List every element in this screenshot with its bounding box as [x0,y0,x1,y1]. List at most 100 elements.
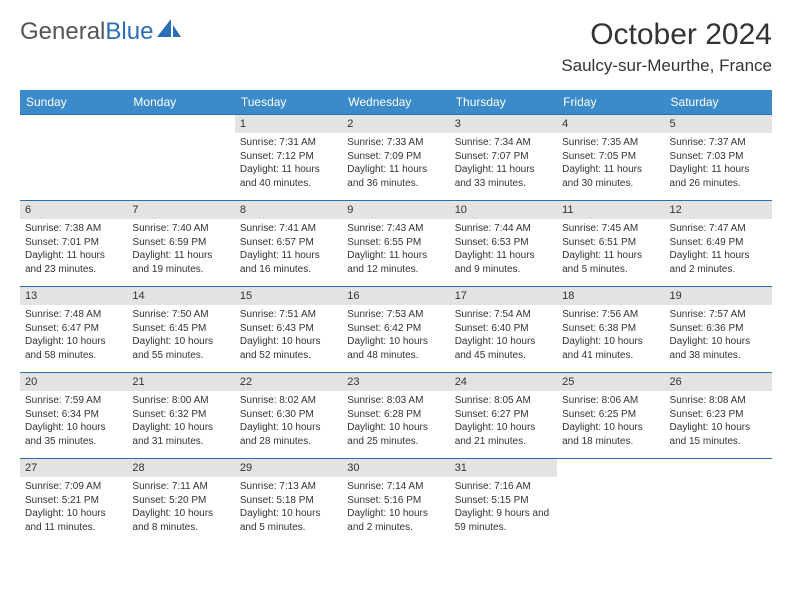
day-detail: Sunrise: 7:40 AMSunset: 6:59 PMDaylight:… [127,219,234,279]
weekday-header: Saturday [665,90,772,115]
calendar-row: ....1Sunrise: 7:31 AMSunset: 7:12 PMDayl… [20,115,772,201]
calendar-cell: 6Sunrise: 7:38 AMSunset: 7:01 PMDaylight… [20,201,127,287]
calendar-cell: 27Sunrise: 7:09 AMSunset: 5:21 PMDayligh… [20,459,127,545]
day-detail: Sunrise: 7:13 AMSunset: 5:18 PMDaylight:… [235,477,342,537]
day-number: 22 [235,373,342,391]
calendar-cell: 15Sunrise: 7:51 AMSunset: 6:43 PMDayligh… [235,287,342,373]
calendar-cell: 29Sunrise: 7:13 AMSunset: 5:18 PMDayligh… [235,459,342,545]
calendar-cell: 18Sunrise: 7:56 AMSunset: 6:38 PMDayligh… [557,287,664,373]
calendar-cell: 20Sunrise: 7:59 AMSunset: 6:34 PMDayligh… [20,373,127,459]
day-detail: Sunrise: 7:33 AMSunset: 7:09 PMDaylight:… [342,133,449,193]
day-detail: Sunrise: 7:11 AMSunset: 5:20 PMDaylight:… [127,477,234,537]
day-detail: Sunrise: 7:48 AMSunset: 6:47 PMDaylight:… [20,305,127,365]
day-number: 24 [450,373,557,391]
day-detail: Sunrise: 8:00 AMSunset: 6:32 PMDaylight:… [127,391,234,451]
calendar-cell: 22Sunrise: 8:02 AMSunset: 6:30 PMDayligh… [235,373,342,459]
calendar-cell: 24Sunrise: 8:05 AMSunset: 6:27 PMDayligh… [450,373,557,459]
calendar-cell: 16Sunrise: 7:53 AMSunset: 6:42 PMDayligh… [342,287,449,373]
weekday-header: Thursday [450,90,557,115]
day-number: 27 [20,459,127,477]
day-number: 23 [342,373,449,391]
calendar-head: SundayMondayTuesdayWednesdayThursdayFrid… [20,90,772,115]
day-number: 21 [127,373,234,391]
day-detail: Sunrise: 7:56 AMSunset: 6:38 PMDaylight:… [557,305,664,365]
day-number: 18 [557,287,664,305]
calendar-cell: 9Sunrise: 7:43 AMSunset: 6:55 PMDaylight… [342,201,449,287]
calendar-cell: 25Sunrise: 8:06 AMSunset: 6:25 PMDayligh… [557,373,664,459]
day-number: 26 [665,373,772,391]
day-detail: Sunrise: 7:57 AMSunset: 6:36 PMDaylight:… [665,305,772,365]
day-number: 28 [127,459,234,477]
day-number: 10 [450,201,557,219]
calendar-cell: 2Sunrise: 7:33 AMSunset: 7:09 PMDaylight… [342,115,449,201]
day-number: 3 [450,115,557,133]
day-number: 8 [235,201,342,219]
calendar-row: 6Sunrise: 7:38 AMSunset: 7:01 PMDaylight… [20,201,772,287]
day-number: 2 [342,115,449,133]
calendar-cell: 23Sunrise: 8:03 AMSunset: 6:28 PMDayligh… [342,373,449,459]
day-number: 1 [235,115,342,133]
day-detail: Sunrise: 8:02 AMSunset: 6:30 PMDaylight:… [235,391,342,451]
day-number: 30 [342,459,449,477]
day-detail: Sunrise: 7:53 AMSunset: 6:42 PMDaylight:… [342,305,449,365]
calendar-row: 20Sunrise: 7:59 AMSunset: 6:34 PMDayligh… [20,373,772,459]
logo: GeneralBlue [20,18,183,46]
location: Saulcy-sur-Meurthe, France [561,56,772,76]
calendar-cell: 5Sunrise: 7:37 AMSunset: 7:03 PMDaylight… [665,115,772,201]
calendar-cell: 30Sunrise: 7:14 AMSunset: 5:16 PMDayligh… [342,459,449,545]
day-detail: Sunrise: 7:47 AMSunset: 6:49 PMDaylight:… [665,219,772,279]
logo-sail-icon [157,18,183,46]
weekday-header: Sunday [20,90,127,115]
calendar-row: 27Sunrise: 7:09 AMSunset: 5:21 PMDayligh… [20,459,772,545]
calendar-cell: 7Sunrise: 7:40 AMSunset: 6:59 PMDaylight… [127,201,234,287]
day-detail: Sunrise: 7:35 AMSunset: 7:05 PMDaylight:… [557,133,664,193]
day-detail: Sunrise: 7:41 AMSunset: 6:57 PMDaylight:… [235,219,342,279]
day-number: 20 [20,373,127,391]
day-detail: Sunrise: 7:44 AMSunset: 6:53 PMDaylight:… [450,219,557,279]
day-number: 31 [450,459,557,477]
day-number: 13 [20,287,127,305]
day-detail: Sunrise: 7:09 AMSunset: 5:21 PMDaylight:… [20,477,127,537]
day-number: 14 [127,287,234,305]
weekday-header: Wednesday [342,90,449,115]
logo-text-2: Blue [105,18,153,46]
day-number: 9 [342,201,449,219]
calendar-cell: 14Sunrise: 7:50 AMSunset: 6:45 PMDayligh… [127,287,234,373]
title-block: October 2024 Saulcy-sur-Meurthe, France [561,18,772,76]
day-detail: Sunrise: 7:51 AMSunset: 6:43 PMDaylight:… [235,305,342,365]
day-detail: Sunrise: 7:43 AMSunset: 6:55 PMDaylight:… [342,219,449,279]
calendar-cell: 19Sunrise: 7:57 AMSunset: 6:36 PMDayligh… [665,287,772,373]
calendar-cell: 31Sunrise: 7:16 AMSunset: 5:15 PMDayligh… [450,459,557,545]
day-number: 15 [235,287,342,305]
day-number: 16 [342,287,449,305]
day-number: 11 [557,201,664,219]
calendar-cell: .. [557,459,664,545]
calendar-table: SundayMondayTuesdayWednesdayThursdayFrid… [20,90,772,545]
day-detail: Sunrise: 7:37 AMSunset: 7:03 PMDaylight:… [665,133,772,193]
month-title: October 2024 [561,18,772,52]
day-detail: Sunrise: 7:38 AMSunset: 7:01 PMDaylight:… [20,219,127,279]
calendar-cell: 12Sunrise: 7:47 AMSunset: 6:49 PMDayligh… [665,201,772,287]
day-number: 7 [127,201,234,219]
logo-text-1: General [20,18,105,46]
day-detail: Sunrise: 8:08 AMSunset: 6:23 PMDaylight:… [665,391,772,451]
calendar-cell: .. [20,115,127,201]
calendar-cell: 11Sunrise: 7:45 AMSunset: 6:51 PMDayligh… [557,201,664,287]
calendar-cell: 21Sunrise: 8:00 AMSunset: 6:32 PMDayligh… [127,373,234,459]
day-detail: Sunrise: 7:34 AMSunset: 7:07 PMDaylight:… [450,133,557,193]
day-number: 19 [665,287,772,305]
calendar-cell: 28Sunrise: 7:11 AMSunset: 5:20 PMDayligh… [127,459,234,545]
weekday-header: Tuesday [235,90,342,115]
day-number: 12 [665,201,772,219]
day-detail: Sunrise: 8:03 AMSunset: 6:28 PMDaylight:… [342,391,449,451]
day-number: 5 [665,115,772,133]
calendar-cell: .. [127,115,234,201]
calendar-cell: 4Sunrise: 7:35 AMSunset: 7:05 PMDaylight… [557,115,664,201]
day-detail: Sunrise: 7:54 AMSunset: 6:40 PMDaylight:… [450,305,557,365]
calendar-cell: 10Sunrise: 7:44 AMSunset: 6:53 PMDayligh… [450,201,557,287]
day-number: 17 [450,287,557,305]
weekday-header: Friday [557,90,664,115]
calendar-cell: 13Sunrise: 7:48 AMSunset: 6:47 PMDayligh… [20,287,127,373]
day-detail: Sunrise: 7:31 AMSunset: 7:12 PMDaylight:… [235,133,342,193]
calendar-row: 13Sunrise: 7:48 AMSunset: 6:47 PMDayligh… [20,287,772,373]
